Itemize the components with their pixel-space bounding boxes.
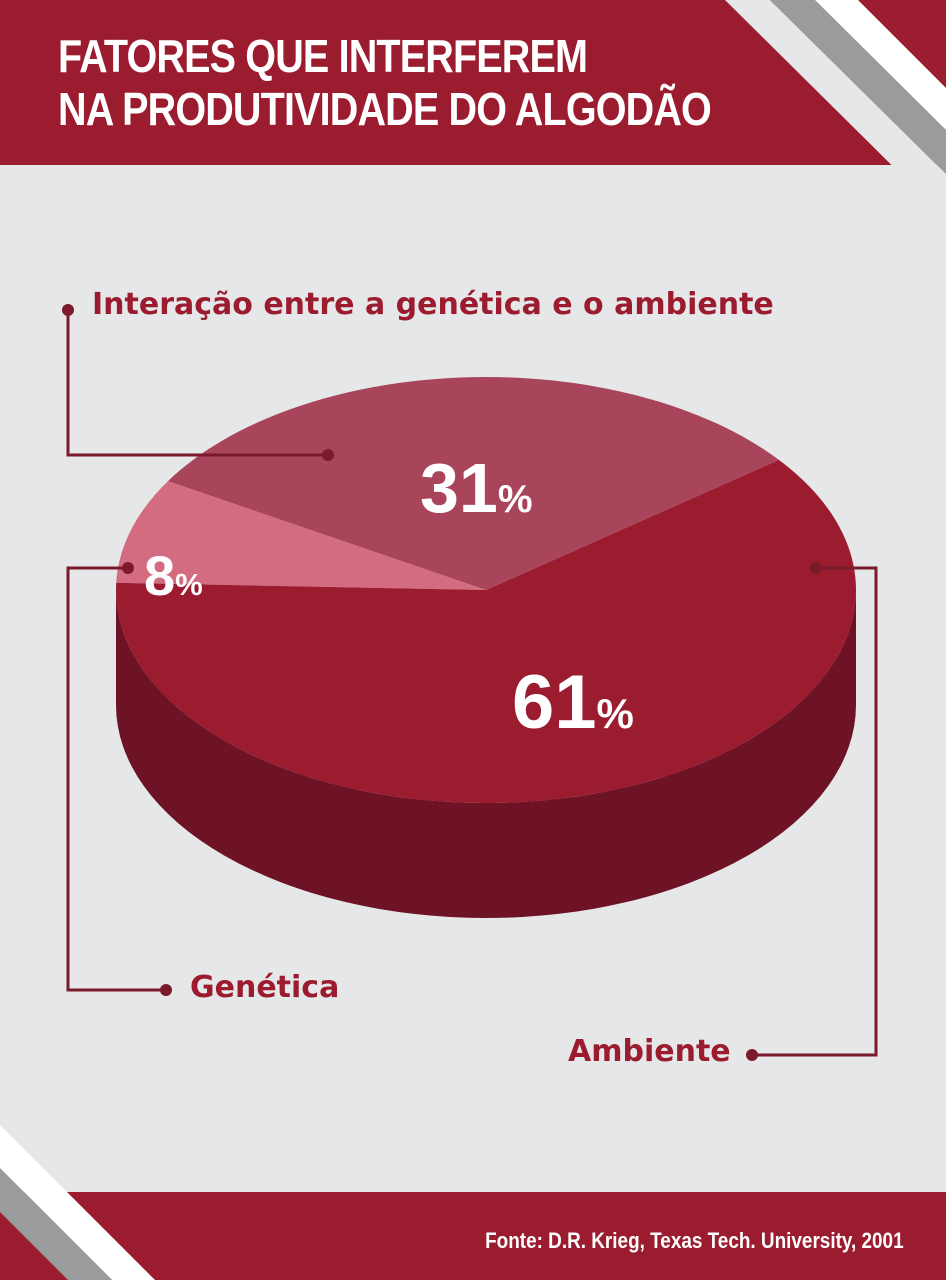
pie-slice-genetica [116,481,486,590]
title-line-1: FATORES QUE INTERFEREM [58,30,588,82]
data-label-31: 31% [420,449,533,527]
callout-line-genetica [66,566,166,992]
data-label-61: 61% [512,660,634,745]
source-credit: Fonte: D.R. Krieg, Texas Tech. Universit… [485,1228,904,1253]
pie-slice-ambiente [116,459,857,804]
pie-slice-interacao [167,377,779,590]
title-line-2: NA PRODUTIVIDADE DO ALGODÃO [58,83,712,135]
callout-dot-interacao-start [62,304,74,316]
callout-line-ambiente [752,566,878,1057]
legend-label-genetica: Genética [190,970,340,1005]
legend-label-ambiente: Ambiente [568,1034,731,1069]
page-title: FATORES QUE INTERFEREM NA PRODUTIVIDADE … [58,30,712,136]
callout-line-interacao [66,310,328,457]
pie-side-wall [116,590,856,918]
callout-dot-ambiente-start [810,562,822,574]
callout-dot-genetica-start [122,562,134,574]
callout-dot-genetica-end [160,984,172,996]
callout-dot-interacao-end [322,449,334,461]
legend-label-interacao: Interação entre a genética e o ambiente [92,287,774,322]
data-label-8: 8% [144,544,203,607]
callout-dot-ambiente-end [746,1049,758,1061]
footer-banner [0,1192,946,1280]
